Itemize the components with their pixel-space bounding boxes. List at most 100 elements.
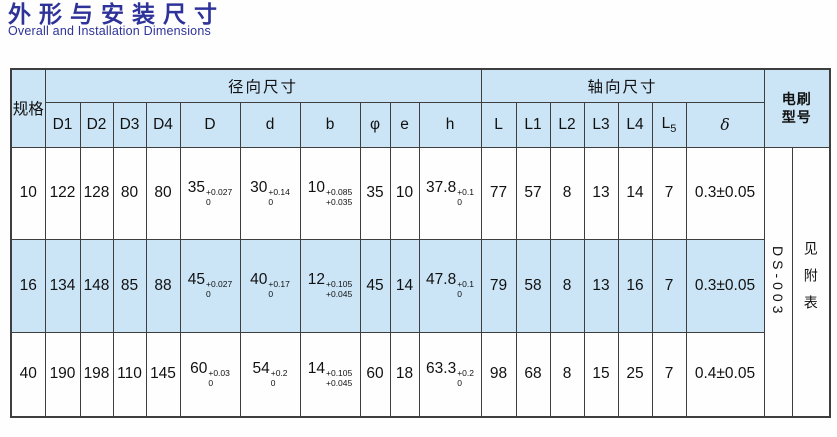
cell-d3: 85: [112, 238, 147, 333]
brush-model-line2: 型号: [781, 109, 812, 126]
cell-e: 10: [389, 146, 420, 240]
tol-base: 54: [252, 359, 270, 377]
cell-d: 54 +0.2 0: [239, 331, 301, 418]
tolerance-lower: 0: [457, 196, 462, 207]
col-header-d: d: [239, 101, 301, 148]
cell-d3: 80: [112, 146, 147, 240]
cell-h: 37.8 +0.1 0: [418, 146, 482, 240]
header-row-groups: 规格 径向尺寸 轴向尺寸 电刷 型号: [10, 68, 831, 148]
cell-l4: 14: [617, 146, 653, 240]
tolerance-lower: +0.035: [326, 196, 353, 207]
tolerance-stack: +0.17 0: [268, 279, 290, 300]
col-header-phi: φ: [359, 101, 391, 148]
col-header-D: D: [179, 101, 241, 148]
cell-h: 63.3 +0.2 0: [418, 331, 482, 418]
tolerance-lower: 0: [270, 377, 276, 388]
col-group-radial: 径向尺寸: [44, 68, 482, 103]
cell-b: 14 +0.105 +0.045: [299, 331, 361, 418]
cell-l3: 15: [583, 331, 619, 418]
cell-d2: 148: [79, 238, 114, 333]
dimensions-table: 规格 径向尺寸 轴向尺寸 电刷 型号 D1 D2 D3 D4 D d b φ e…: [10, 68, 831, 418]
col-header-b: b: [299, 101, 361, 148]
cell-l4: 25: [617, 331, 653, 418]
tolerance-upper: +0.2: [270, 367, 288, 378]
cell-phi: 35: [359, 146, 391, 240]
cell-l1: 58: [515, 238, 551, 333]
tolerance-upper: +0.027: [206, 186, 233, 197]
brush-model-label: 电刷 型号: [765, 90, 829, 126]
tolerance-stack: +0.1 0: [457, 186, 474, 208]
cell-d1: 134: [44, 238, 81, 333]
tolerance-upper: +0.03: [208, 367, 230, 378]
tolerance-upper: +0.085: [326, 186, 353, 197]
cell-l2: 8: [549, 146, 585, 240]
brush-note-value: 见附表: [802, 241, 819, 323]
tolerance-upper: +0.2: [457, 367, 474, 378]
tolerance-stack: +0.2 0: [457, 367, 474, 389]
tolerance-lower: +0.045: [326, 377, 353, 388]
tol-base: 14: [307, 359, 325, 377]
cell-l3: 13: [583, 146, 619, 240]
cell-L: 79: [480, 238, 517, 333]
cell-d1: 190: [44, 331, 81, 418]
cell-l1: 68: [515, 331, 551, 418]
tolerance-upper: +0.14: [268, 186, 290, 197]
cell-d1: 122: [44, 146, 81, 240]
tolerance-stack: +0.027 0: [206, 186, 233, 208]
cell-l2: 8: [549, 331, 585, 418]
cell-L: 77: [480, 146, 517, 240]
col-header-l5: L5: [651, 101, 687, 148]
l5-base: L: [661, 114, 671, 132]
col-header-l1: L1: [515, 101, 551, 148]
cell-l3: 13: [583, 238, 619, 333]
cell-l5: 7: [651, 331, 687, 418]
col-group-axial: 轴向尺寸: [480, 68, 765, 103]
cell-l5: 7: [651, 238, 687, 333]
cell-l5: 7: [651, 146, 687, 240]
tolerance-stack: +0.14 0: [268, 186, 290, 208]
page-title: 外形与安装尺寸: [8, 1, 225, 27]
cell-D: 35 +0.027 0: [179, 146, 241, 240]
tol-base: 35: [187, 178, 205, 196]
cell-delta: 0.3±0.05: [685, 146, 765, 240]
title-block: 外形与安装尺寸 Overall and Installation Dimensi…: [8, 1, 225, 38]
header-row-columns: D1 D2 D3 D4 D d b φ e h L L1 L2 L3 L4 L5…: [11, 101, 830, 148]
cell-D: 60 +0.03 0: [179, 331, 241, 418]
cell-L: 98: [480, 331, 517, 418]
tol-base: 12: [307, 271, 325, 289]
table-row: 40 190 198 110 145 60 +0.03 0 54 +0.2 0 14 +0…: [10, 331, 830, 418]
col-header-l4: L4: [617, 101, 653, 148]
tolerance-stack: +0.027 0: [206, 279, 232, 300]
tolerance-lower: 0: [208, 377, 214, 388]
cell-b: 12 +0.105 +0.045: [299, 238, 361, 333]
table-row-highlighted: 16 134 148 85 88 45 +0.027 0 40 +0.17 0 12 +0…: [10, 238, 830, 333]
tolerance-lower: 0: [268, 289, 274, 299]
tol-base: 45: [187, 271, 205, 289]
cell-d: 30 +0.14 0: [239, 146, 301, 240]
brush-model-line1: 电刷: [781, 91, 812, 108]
cell-d3: 110: [112, 331, 147, 418]
cell-e: 14: [389, 238, 420, 333]
cell-d4: 88: [145, 238, 181, 333]
tolerance-upper: +0.17: [268, 279, 290, 290]
cell-d4: 145: [145, 331, 181, 418]
cell-l1: 57: [515, 146, 551, 240]
col-header-e: e: [389, 101, 420, 148]
col-header-h: h: [418, 101, 482, 148]
cell-phi: 45: [359, 238, 391, 333]
tolerance-lower: +0.045: [326, 289, 353, 299]
tol-base: 60: [190, 359, 208, 377]
cell-e: 18: [389, 331, 420, 418]
tolerance-upper: +0.105: [326, 367, 353, 378]
cell-d2: 198: [79, 331, 114, 418]
tolerance-stack: +0.2 0: [270, 367, 288, 389]
tolerance-lower: 0: [457, 289, 462, 299]
cell-phi: 60: [359, 331, 391, 418]
tolerance-stack: +0.1 0: [457, 279, 474, 300]
cell-spec: 10: [10, 146, 46, 240]
tolerance-lower: 0: [206, 289, 211, 299]
cell-d: 40 +0.17 0: [239, 238, 301, 333]
l5-subscript: 5: [670, 122, 677, 135]
col-header-d1: D1: [44, 101, 81, 148]
tolerance-upper: +0.1: [457, 186, 474, 197]
